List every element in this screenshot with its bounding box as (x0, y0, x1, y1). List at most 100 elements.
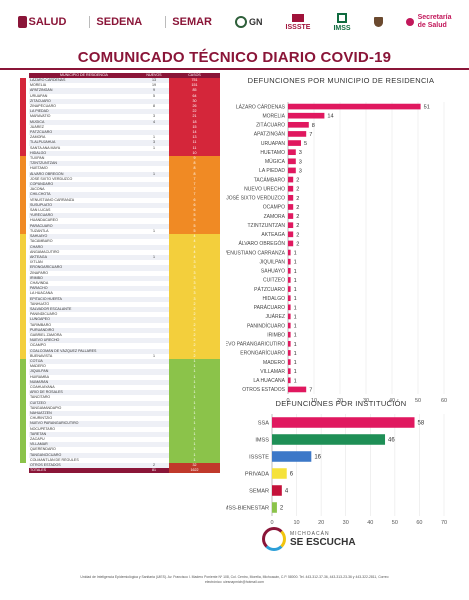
table-row: AKTEAGA 1 4 (29, 254, 220, 261)
table-row: SALVADOR ESCALANTE 2 (29, 306, 220, 313)
table-row: LUNGAPEO 2 (29, 317, 220, 323)
category-label: HUETAMO (260, 150, 285, 156)
data-label: 2 (296, 232, 299, 238)
nuevos-cell (139, 431, 169, 438)
semar-logo-text: SEMAR (172, 16, 212, 28)
municipio-cell: PURUÁNDIRO (29, 327, 139, 333)
municipio-cell: SAHUAYO (29, 234, 139, 240)
municipio-cell: HUETAMO (30, 166, 48, 171)
salud-logo: SALUD (17, 16, 66, 28)
nuevos-cell (139, 369, 169, 375)
table-row: MÚGICA 4 18 (29, 119, 220, 125)
municipio-cell: CHARO (29, 244, 139, 250)
casos-cell: 1 (169, 426, 220, 432)
data-label: 14 (327, 114, 333, 120)
table-row: VILLAMAR 1 (29, 442, 220, 448)
table-row: HIDALGO 10 (29, 150, 220, 157)
casos-cell: 1 (169, 442, 220, 448)
sound-waves-icon (262, 527, 286, 551)
category-label: IRIMBO (267, 332, 285, 338)
data-label: 1 (294, 287, 297, 293)
category-label: ZAMORA (264, 214, 286, 220)
nuevos-cell: 1 (153, 228, 155, 233)
casos-cell: 21 (169, 114, 220, 120)
nuevos-cell (139, 452, 169, 458)
municipio-cell: CHURINTZIO (30, 416, 53, 421)
category-label: SAHUAYO (261, 269, 285, 275)
data-label: 2 (296, 196, 299, 202)
table-row: CHILCHOTA 7 (29, 192, 220, 198)
bar (288, 258, 291, 265)
bar (288, 158, 296, 165)
x-tick-label: 60 (441, 398, 447, 404)
table-total-row: TOTALES 81 1622 (29, 468, 220, 474)
table-row: PANINDÍCUARO 2 (29, 312, 220, 318)
casos-cell: 1 (169, 364, 220, 370)
nuevos-cell (139, 296, 169, 302)
secretaria-salud-logo: Secretaría de Salud (405, 14, 451, 30)
data-label: 3 (299, 168, 302, 174)
table-row: JACONA 7 (29, 187, 220, 193)
data-label: 51 (424, 105, 430, 111)
footer: Unidad de Inteligencia Epidemiológica y … (0, 575, 469, 585)
table-row: TACÁMBARO 4 (29, 239, 220, 245)
casos-cell: 5 (169, 228, 220, 235)
band-strip-orange (20, 156, 26, 235)
municipio-cell: MORELIA (30, 83, 47, 88)
table-row: HUIRAMBA 1 (29, 374, 220, 380)
data-label: 1 (294, 378, 297, 384)
nuevos-cell (139, 275, 169, 281)
nuevos-cell: 1 (139, 254, 169, 261)
data-label: 16 (314, 455, 321, 461)
table-row: JUÁREZ 15 (29, 124, 220, 131)
bar (288, 194, 294, 201)
municipio-cell: COAHUAYANA (30, 384, 55, 389)
nuevos-cell (139, 327, 169, 333)
data-label: 7 (309, 387, 312, 393)
data-label: 1 (294, 305, 297, 311)
municipio-cell: ARIO DE ROSALES (29, 390, 139, 396)
casos-cell: 1 (169, 421, 220, 427)
casos-cell: 18 (169, 119, 220, 125)
municipio-cell: PANINDÍCUARO (30, 312, 58, 317)
header-municipio: MUNICIPIO DE RESIDENCIA (29, 73, 139, 78)
municipio-cell: CUITZEO (29, 400, 139, 406)
table-row: TANGANCÍCUARO 1 (29, 452, 220, 458)
casos-cell: 1 (169, 390, 220, 396)
nuevos-cell (139, 244, 169, 250)
municipio-cell: YURÉCUARO (29, 213, 139, 219)
nuevos-cell (139, 202, 169, 209)
table-row: IXTLÁN 3 (29, 260, 220, 266)
casos-cell: 151 (169, 83, 220, 89)
nuevos-cell (139, 223, 169, 229)
casos-cell: 2 (169, 317, 220, 323)
bar (288, 167, 296, 174)
table-row: PÁTZCUARO 14 (29, 130, 220, 136)
table-row: NAHUATZEN 1 (29, 411, 220, 417)
municipio-cell: TANHUATO (30, 301, 50, 306)
bar (288, 386, 307, 393)
table-row: OTROS ESTADOS 2 32 (29, 463, 220, 469)
casos-cell: 1 (169, 457, 220, 464)
municipio-cell: PARACHO (29, 286, 139, 292)
bar (288, 131, 307, 137)
category-label: SSA (258, 420, 269, 426)
table-row: TUXPAN 9 (29, 156, 220, 162)
secretaria-logo-line2: de Salud (417, 22, 447, 29)
nuevos-cell: 19 (152, 83, 156, 88)
category-label: AKTEAGA (261, 232, 285, 238)
casos-cell: 9 (169, 156, 220, 162)
table-row: COPÁNDARO 7 (29, 182, 220, 188)
bar (288, 213, 294, 219)
bar (272, 502, 277, 513)
data-label: 1 (294, 278, 297, 284)
bar (288, 331, 291, 338)
municipio-cell: ERONGARÍCUARO (29, 265, 139, 271)
table-row: MORELIA 19 151 (29, 83, 220, 89)
municipio-cell: TOTALES (29, 468, 139, 474)
x-tick-label: 70 (441, 520, 447, 526)
x-tick-label: 40 (389, 398, 395, 404)
table-row: PURUÁNDIRO 2 (29, 327, 220, 333)
category-label: VILLAMAR (260, 369, 285, 375)
